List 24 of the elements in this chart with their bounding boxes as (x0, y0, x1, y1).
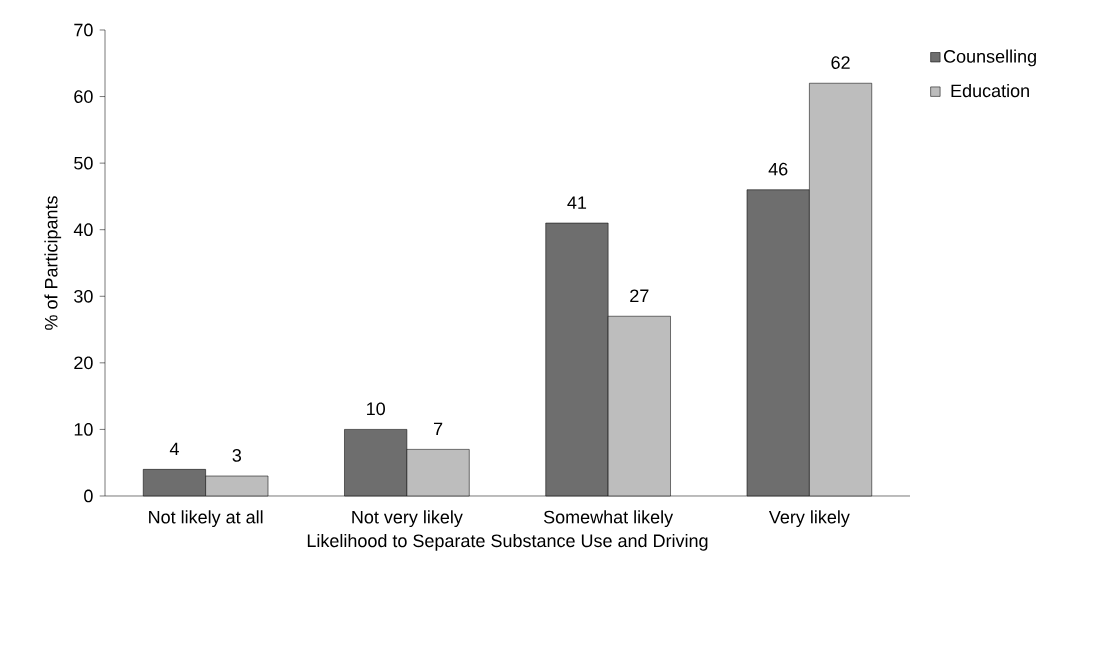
data-label: 62 (831, 56, 850, 69)
legend-label: Education (951, 83, 1029, 98)
data-label: 3 (232, 449, 242, 462)
data-label: 46 (768, 162, 788, 176)
data-label: 10 (367, 402, 385, 416)
y-tick-label: 60 (74, 90, 93, 103)
y-tick-label: 20 (74, 356, 93, 370)
y-tick-label: 30 (74, 289, 93, 303)
data-label: 41 (567, 196, 587, 209)
data-label: 4 (169, 442, 179, 456)
data-label: 27 (630, 289, 649, 302)
x-tick-label: Somewhat likely (543, 510, 674, 528)
x-tick-label: Not likely at all (149, 510, 263, 528)
x-tick-label: Very likely (768, 510, 850, 528)
x-axis-title: Likelihood to Separate Substance Use and Driving (307, 533, 708, 551)
y-axis-title: % of Participants (44, 196, 62, 330)
y-tick-label: 10 (74, 423, 93, 436)
y-tick-label: 40 (73, 223, 93, 237)
data-label: 7 (433, 422, 443, 436)
legend-label: Counselling (943, 49, 1036, 67)
y-tick-label: 50 (74, 156, 93, 170)
y-tick-label: 0 (84, 489, 93, 503)
x-tick-label: Not very likely (352, 510, 463, 528)
y-tick-label: 70 (74, 23, 93, 37)
